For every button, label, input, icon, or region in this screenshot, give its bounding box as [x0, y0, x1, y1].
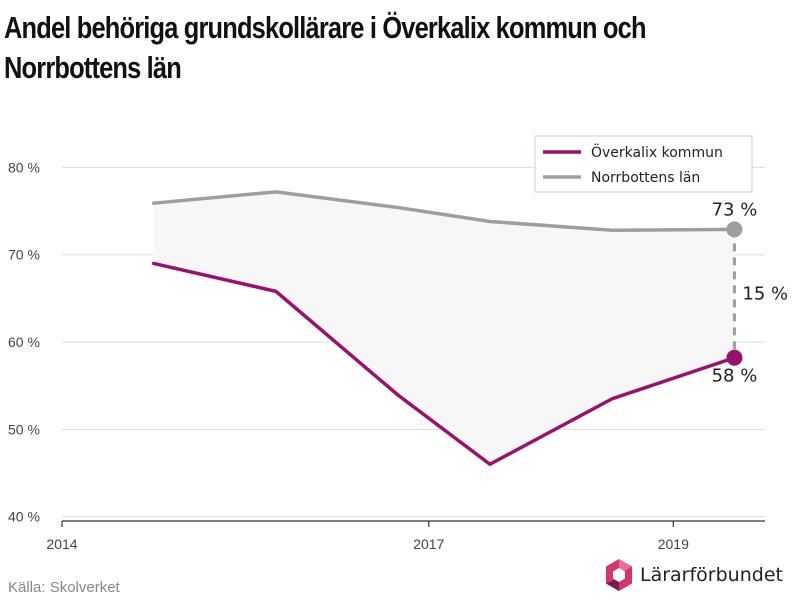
overkalix-end-label: 58 %: [712, 366, 758, 387]
overkalix-end-point: [726, 349, 743, 366]
difference-label: 15 %: [742, 284, 788, 305]
legend-box: [534, 135, 753, 193]
x-tick-label-2019: 2019: [658, 536, 689, 552]
y-tick-label-60: 60 %: [8, 334, 40, 350]
series-line-norrbotten: [151, 190, 737, 233]
brand-logo-icon: [606, 559, 632, 591]
y-tick-label-50: 50 %: [8, 421, 40, 437]
brand-name: Lärarförbundet: [640, 564, 783, 586]
series-line-overkalix: [151, 261, 737, 466]
gap-area: [153, 191, 735, 465]
source-note: Källa: Skolverket: [8, 579, 120, 596]
x-tick-label-2014: 2014: [46, 536, 77, 552]
norrbotten-end-point: [726, 221, 743, 238]
series-lines: [151, 190, 737, 466]
x-tick-label-2017: 2017: [413, 536, 444, 552]
norrbotten-end-label: 73 %: [712, 199, 758, 220]
brand: Lärarförbundet: [604, 558, 783, 592]
y-tick-label-80: 80 %: [8, 159, 40, 175]
y-tick-label-40: 40 %: [8, 509, 40, 525]
legend: Överkalix kommun Norrbottens län: [534, 135, 753, 193]
chart-title: Andel behöriga grundskollärare i Överkal…: [4, 10, 646, 85]
legend-label-overkalix: Överkalix kommun: [591, 143, 723, 161]
x-axis: 2014 2017 2019: [46, 520, 765, 552]
legend-label-norrbotten: Norrbottens län: [591, 170, 700, 186]
y-tick-label-70: 70 %: [8, 247, 40, 263]
